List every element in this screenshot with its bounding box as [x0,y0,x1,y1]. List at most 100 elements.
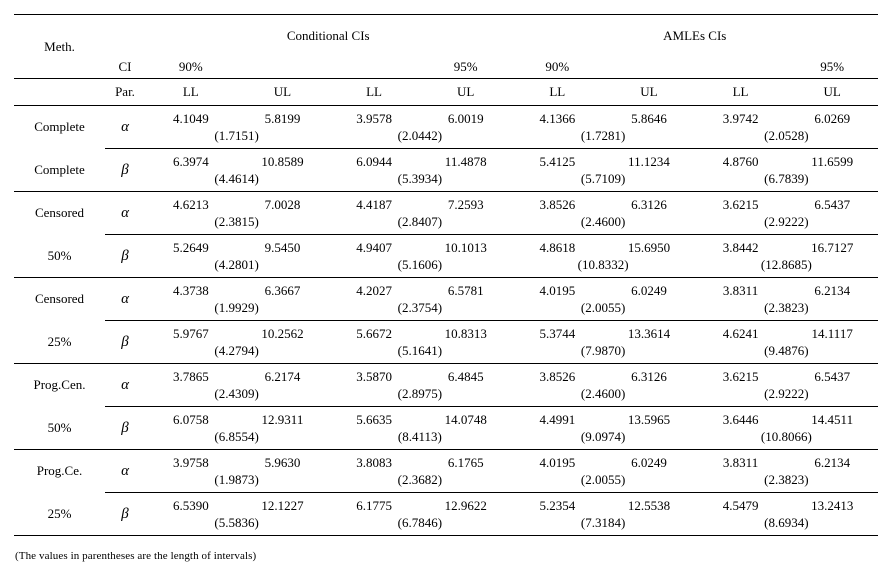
ci-upper-bound: 14.1117 [811,325,853,341]
ci-upper-bound: 12.1227 [261,497,304,513]
alpha-row: α 4.1049 5.8199 (1.7151) 3.9578 6.0019 (2.04… [105,106,878,149]
col-header-ul: UL [273,84,292,99]
ci-interval-length: (2.4600) [580,213,626,229]
ci-level-90-amles: 90% [545,59,570,74]
alpha-symbol: α [121,204,129,221]
ci-cell: 3.5870 6.4845 (2.8975) [328,364,511,406]
group-header-conditional-cis: Conditional CIs [286,27,370,43]
ci-cell: 4.1049 5.8199 (1.7151) [145,106,328,148]
ci-level-95-conditional: 95% [453,59,478,74]
alpha-row: α 4.3738 6.3667 (1.9929) 4.2027 6.5781 (2.37… [105,278,878,321]
ci-lower-bound: 5.2354 [539,497,576,513]
alpha-symbol: α [121,290,129,307]
method-group-censored-25: Censored 25% α 4.3738 6.3667 (1.9929) 4.20… [14,278,878,364]
table-footnote: (The values in parentheses are the lengt… [15,550,257,562]
ci-lower-bound: 5.6672 [356,325,392,341]
ci-interval-length: (10.8332) [577,256,629,272]
group-header-amles-cis: AMLEs CIs [663,27,727,43]
method-label: Complete [34,119,85,135]
ci-cell: 5.6672 10.8313 (5.1641) [328,321,511,363]
ci-lower-bound: 5.9767 [172,325,209,341]
beta-row: β 6.0758 12.9311 (6.8554) 5.6635 14.0748 (8.… [105,407,878,449]
ci-lower-bound: 3.6446 [722,411,759,427]
beta-symbol: β [121,161,129,178]
ci-interval-length: (2.8407) [397,213,443,229]
ci-lower-bound: 3.8311 [722,282,759,298]
beta-row: β 6.5390 12.1227 (5.5836) 6.1775 12.9622 (6.… [105,493,878,535]
ci-lower-bound: 4.2027 [356,282,392,298]
ci-upper-bound: 16.7127 [811,239,854,255]
alpha-row: α 4.6213 7.0028 (2.3815) 4.4187 7.2593 (2.84… [105,192,878,235]
ci-cell: 4.4991 13.5965 (9.0974) [512,407,695,449]
col-header-ul: UL [823,84,841,99]
ci-upper-bound: 6.3126 [631,368,667,384]
ci-cell: 4.0195 6.0249 (2.0055) [512,450,695,492]
ci-interval-length: (2.0055) [580,299,626,315]
ci-cell: 3.6215 6.5437 (2.9222) [695,364,878,406]
ci-upper-bound: 5.9630 [264,454,301,470]
ci-lower-bound: 6.1775 [356,497,392,513]
ci-upper-bound: 14.0748 [444,411,487,427]
ci-cell: 3.6446 14.4511 (10.8066) [695,407,878,449]
ci-upper-bound: 9.5450 [264,239,301,255]
ci-interval-length: (1.9929) [214,299,259,315]
col-header-ul: UL [457,84,475,99]
ci-lower-bound: 4.1049 [172,110,209,126]
ci-interval-length: (8.4113) [397,428,442,444]
ci-cell: 4.6213 7.0028 (2.3815) [145,192,328,234]
ci-cell: 3.9578 6.0019 (2.0442) [328,106,511,148]
ci-interval-length: (8.6934) [764,514,809,530]
beta-row: β 6.3974 10.8589 (4.4614) 6.0944 11.4878 (5.… [105,149,878,191]
ci-cell: 4.2027 6.5781 (2.3754) [328,278,511,320]
ci-cell: 5.2649 9.5450 (4.2801) [145,235,328,277]
ci-interval-length: (2.0528) [764,127,809,143]
ci-interval-length: (4.2801) [214,256,259,272]
method-group-progce-25: Prog.Ce. 25% α 3.9758 5.9630 (1.9873) 3.80… [14,450,878,536]
ci-cell: 3.8083 6.1765 (2.3682) [328,450,511,492]
ci-cell: 4.5479 13.2413 (8.6934) [695,493,878,535]
ci-lower-bound: 4.3738 [172,282,209,298]
ci-interval-length: (5.1606) [397,256,443,272]
ci-upper-bound: 5.8199 [264,110,301,126]
ci-cell: 3.9758 5.9630 (1.9873) [145,450,328,492]
col-header-method: Meth. [44,38,75,54]
ci-lower-bound: 3.8442 [722,239,759,255]
ci-lower-bound: 4.1366 [539,110,576,126]
method-group-censored-50: Censored 50% α 4.6213 7.0028 (2.3815) 4.41… [14,192,878,278]
ci-lower-bound: 3.6215 [722,368,759,384]
ci-cell: 4.3738 6.3667 (1.9929) [145,278,328,320]
ci-interval-length: (1.7281) [580,127,626,143]
ci-lower-bound: 4.0195 [539,282,576,298]
ci-interval-length: (2.3754) [397,299,443,315]
method-label: 50% [47,247,72,263]
ci-cell: 3.8442 16.7127 (12.8685) [695,235,878,277]
ci-lower-bound: 6.5390 [172,497,209,513]
ci-lower-bound: 4.0195 [539,454,576,470]
ci-lower-bound: 4.6241 [722,325,759,341]
method-label: Prog.Ce. [36,463,83,479]
ci-lower-bound: 3.6215 [722,196,759,212]
ci-lower-bound: 6.0758 [172,411,209,427]
ci-interval-length: (12.8685) [760,256,812,272]
col-header-ll: LL [732,84,749,99]
alpha-symbol: α [121,376,129,393]
ci-lower-bound: 5.2649 [172,239,209,255]
ci-interval-length: (5.3934) [397,170,443,186]
ci-interval-length: (9.0974) [580,428,626,444]
ci-upper-bound: 12.5538 [627,497,671,513]
ci-interval-length: (2.3815) [214,213,259,229]
ci-level-90-conditional: 90% [178,59,203,74]
col-header-ci: CI [118,59,132,74]
ci-level-95-amles: 95% [820,59,845,74]
ci-upper-bound: 6.5781 [447,282,484,298]
ci-upper-bound: 11.4878 [444,153,487,169]
ci-upper-bound: 6.2134 [814,282,851,298]
ci-cell: 4.6241 14.1117 (9.4876) [695,321,878,363]
ci-interval-length: (7.3184) [580,514,626,530]
ci-upper-bound: 12.9622 [444,497,487,513]
ci-interval-length: (5.1641) [397,342,443,358]
ci-lower-bound: 6.3974 [172,153,209,169]
ci-interval-length: (4.2794) [214,342,259,358]
method-label: Prog.Cen. [33,377,86,393]
ci-upper-bound: 10.8313 [444,325,487,341]
